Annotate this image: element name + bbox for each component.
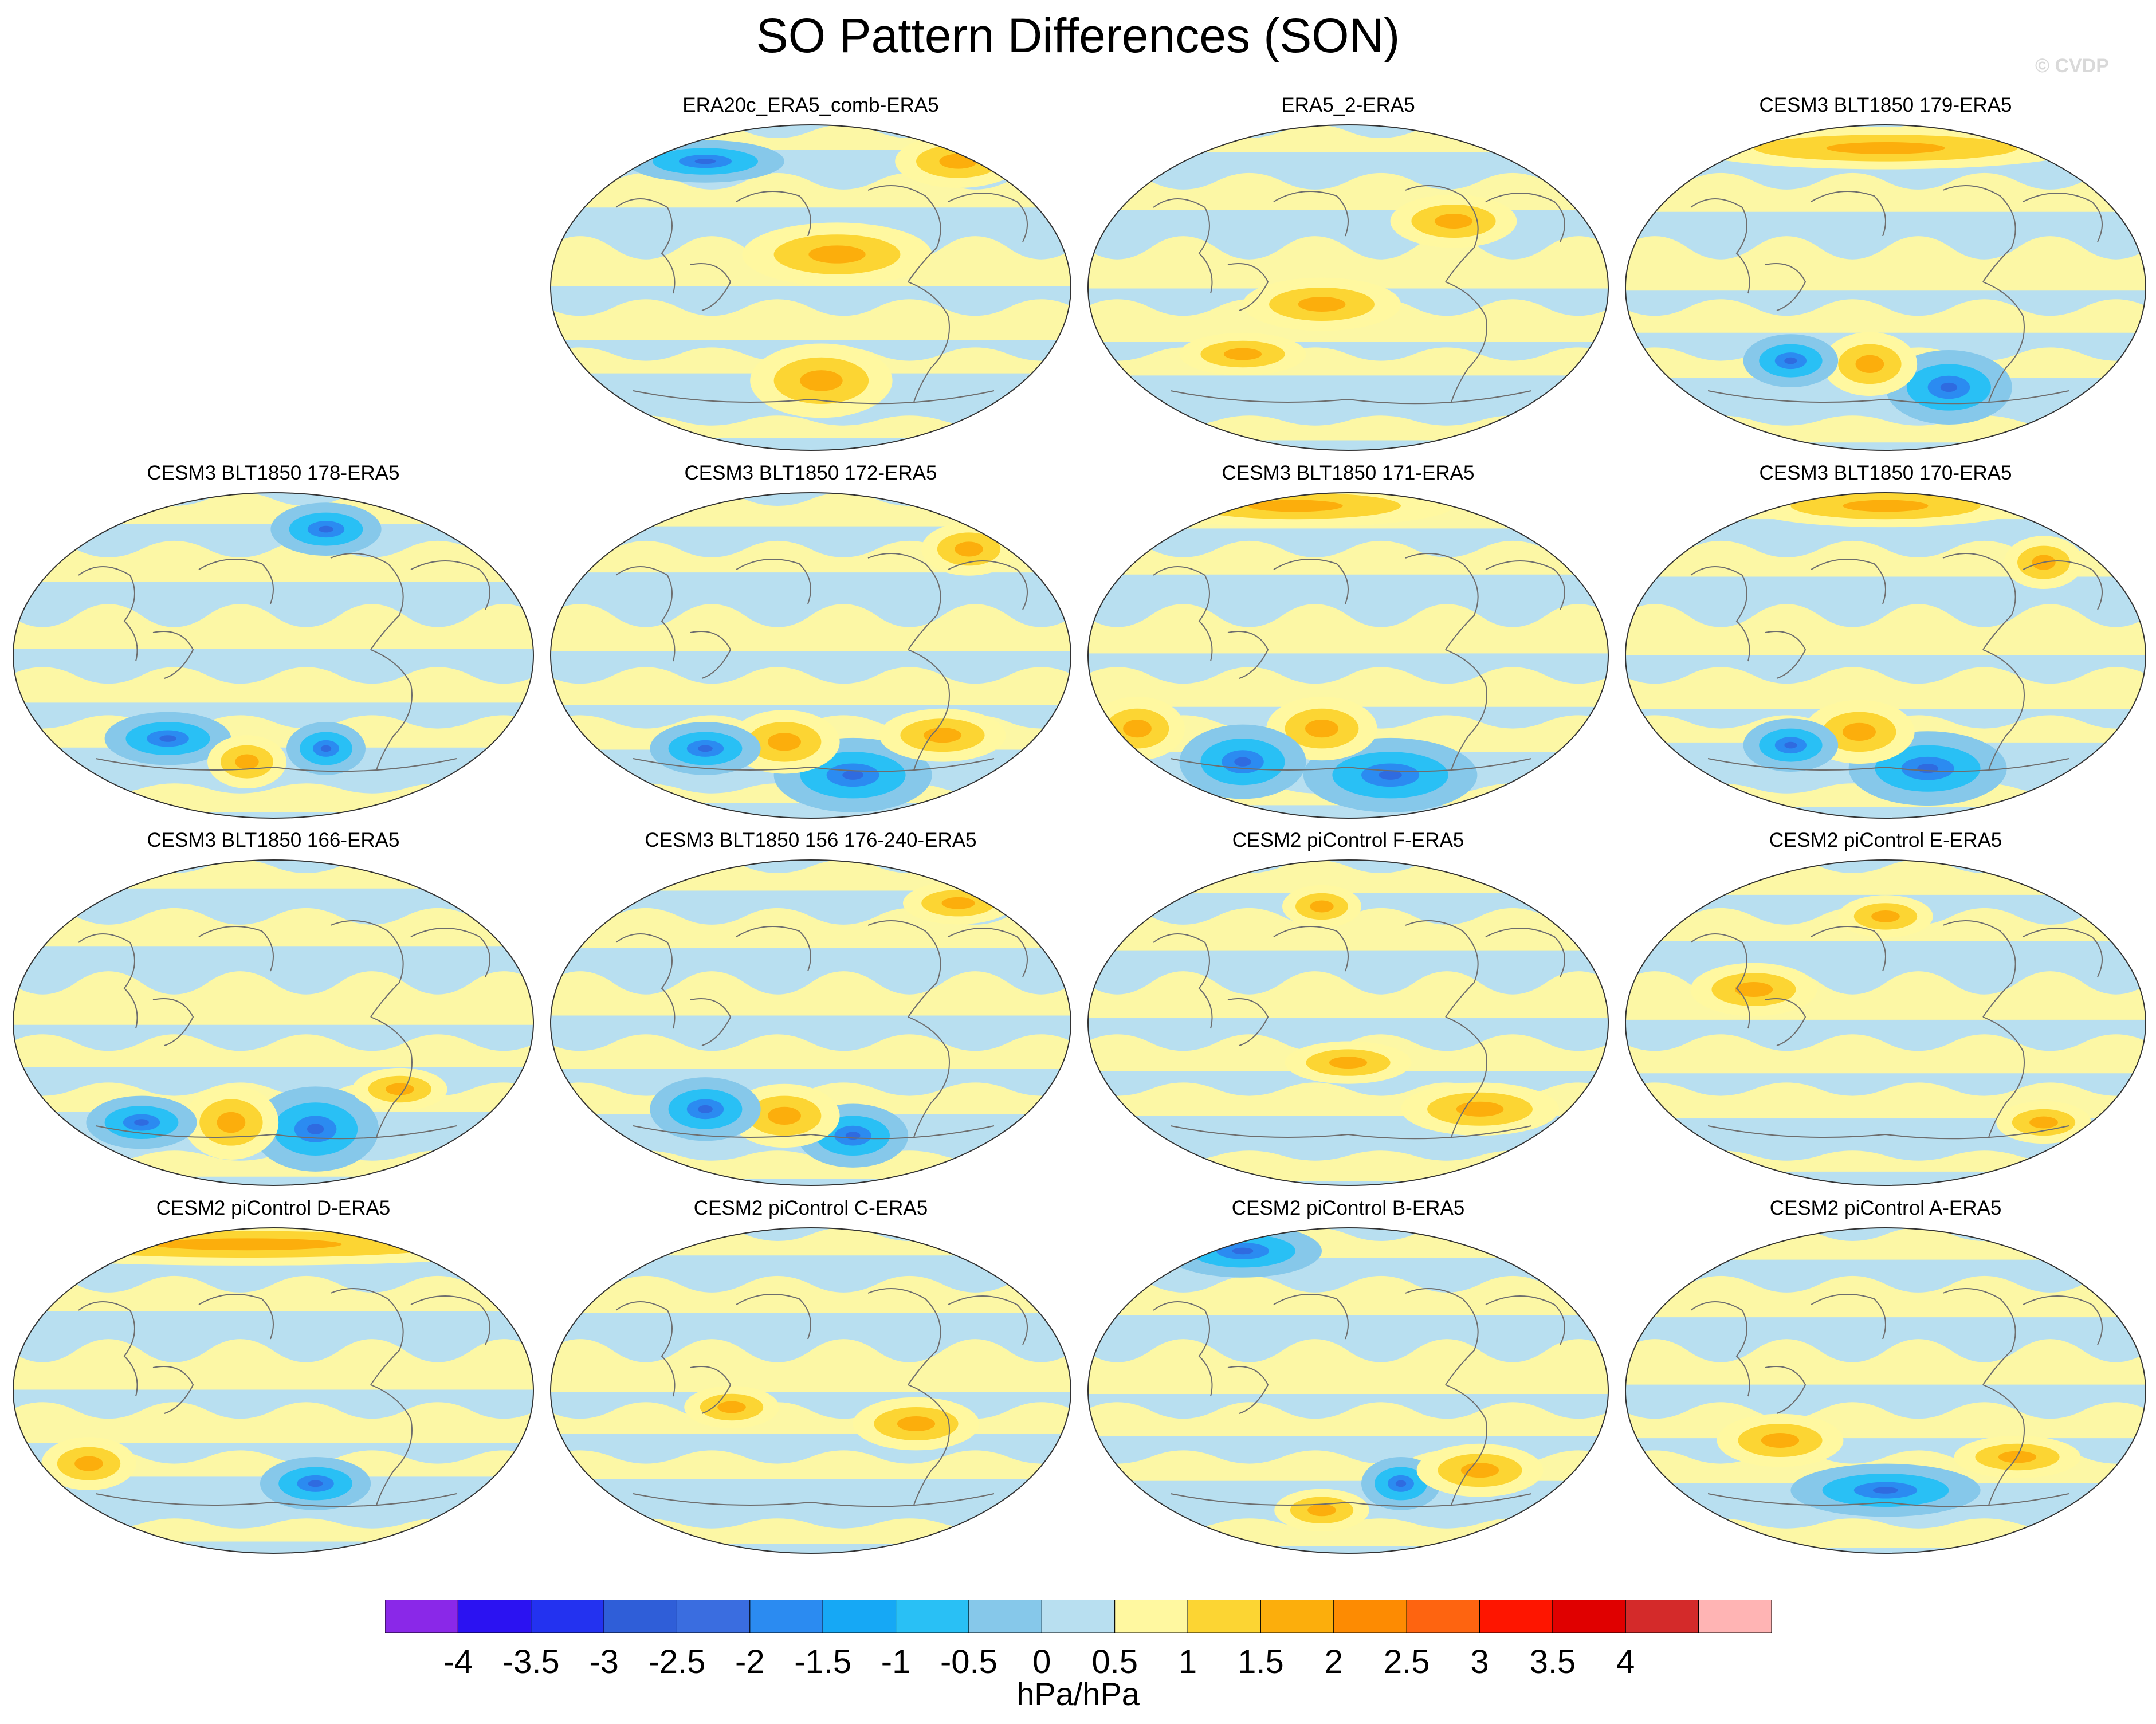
colorbar-tick-label: -4 — [443, 1643, 473, 1680]
robinson-map — [1087, 859, 1609, 1186]
map-panel: ERA5_2-ERA5 — [1085, 93, 1612, 465]
credit-text: © CVDP — [2035, 55, 2109, 77]
robinson-map — [550, 1227, 1071, 1554]
colorbar-box — [1406, 1600, 1480, 1633]
colorbar-tick-label: 1 — [1179, 1643, 1197, 1680]
map-panel: CESM2 piControl D-ERA5 — [10, 1196, 537, 1568]
colorbar-tick-label: 0 — [1032, 1643, 1051, 1680]
colorbar-tick-label: 3.5 — [1530, 1643, 1576, 1680]
colorbar: -4 -3.5 -3 -2.5 -2 -1.5 -1 -0.5 0 0.5 1 1.5 2 2.5 3 3.5… — [385, 1600, 1772, 1680]
colorbar-box — [1698, 1600, 1772, 1633]
colorbar-box — [1187, 1600, 1261, 1633]
colorbar-box — [749, 1600, 823, 1633]
robinson-map — [1625, 1227, 2146, 1554]
colorbar-units-label: hPa/hPa — [1016, 1676, 1140, 1712]
colorbar-box — [603, 1600, 677, 1633]
colorbar-tick-label: 1.5 — [1238, 1643, 1284, 1680]
panel-title: CESM2 piControl B-ERA5 — [1231, 1197, 1465, 1219]
panel-title: CESM2 piControl C-ERA5 — [693, 1197, 928, 1219]
colorbar-tick-label: 2 — [1325, 1643, 1343, 1680]
robinson-map — [1087, 124, 1609, 451]
panel-title: CESM2 piControl A-ERA5 — [1769, 1197, 2002, 1219]
colorbar-tick-label: -3 — [589, 1643, 619, 1680]
map-panel: CESM2 piControl A-ERA5 — [1622, 1196, 2149, 1568]
robinson-map — [550, 859, 1071, 1186]
colorbar-box — [1260, 1600, 1334, 1633]
colorbar-tick-label: 4 — [1616, 1643, 1635, 1680]
colorbar-box — [457, 1600, 532, 1633]
robinson-map — [13, 1227, 534, 1554]
map-panel: CESM3 BLT1850 171-ERA5 — [1085, 461, 1612, 833]
map-panel: CESM2 piControl B-ERA5 — [1085, 1196, 1612, 1568]
colorbar-tick-label: -2.5 — [648, 1643, 705, 1680]
colorbar-box — [1333, 1600, 1407, 1633]
colorbar-box — [1625, 1600, 1699, 1633]
colorbar-tick-label: 0.5 — [1091, 1643, 1138, 1680]
robinson-map — [1625, 492, 2146, 819]
panel-title: CESM2 piControl F-ERA5 — [1232, 829, 1464, 851]
colorbar-box — [1041, 1600, 1116, 1633]
colorbar-box — [968, 1600, 1042, 1633]
colorbar-tick-label: -1 — [881, 1643, 911, 1680]
robinson-map — [1087, 1227, 1609, 1554]
map-panel: CESM3 BLT1850 170-ERA5 — [1622, 461, 2149, 833]
map-panel: CESM2 piControl C-ERA5 — [547, 1196, 1074, 1568]
panel-title: CESM3 BLT1850 170-ERA5 — [1759, 462, 2012, 484]
panel-title: CESM2 piControl D-ERA5 — [156, 1197, 391, 1219]
colorbar-box — [822, 1600, 897, 1633]
panel-title: ERA5_2-ERA5 — [1281, 94, 1415, 116]
robinson-map — [550, 492, 1071, 819]
colorbar-tick-label: -3.5 — [502, 1643, 560, 1680]
colorbar-tick-label: -2 — [735, 1643, 765, 1680]
colorbar-box — [896, 1600, 969, 1633]
panel-title: CESM3 BLT1850 179-ERA5 — [1759, 94, 2012, 116]
map-panel: CESM2 piControl E-ERA5 — [1622, 828, 2149, 1200]
panel-title: CESM3 BLT1850 171-ERA5 — [1222, 462, 1475, 484]
panel-title: ERA20c_ERA5_comb-ERA5 — [682, 94, 939, 116]
panel-title: CESM3 BLT1850 156 176-240-ERA5 — [645, 829, 977, 851]
panel-title: CESM3 BLT1850 178-ERA5 — [147, 462, 400, 484]
robinson-map — [550, 124, 1071, 451]
map-panel: CESM3 BLT1850 178-ERA5 — [10, 461, 537, 833]
robinson-map — [1625, 859, 2146, 1186]
robinson-map — [13, 859, 534, 1186]
colorbar-box — [676, 1600, 751, 1633]
robinson-map — [1625, 124, 2146, 451]
robinson-map — [1087, 492, 1609, 819]
map-panel: ERA20c_ERA5_comb-ERA5 — [547, 93, 1074, 465]
colorbar-box — [385, 1600, 458, 1633]
panel-title: CESM3 BLT1850 166-ERA5 — [147, 829, 400, 851]
map-panel: CESM3 BLT1850 172-ERA5 — [547, 461, 1074, 833]
colorbar-tick-label: 2.5 — [1384, 1643, 1430, 1680]
map-panel: CESM2 piControl F-ERA5 — [1085, 828, 1612, 1200]
colorbar-tick-label: -0.5 — [940, 1643, 998, 1680]
robinson-map — [13, 492, 534, 819]
figure-title: SO Pattern Differences (SON) — [756, 9, 1400, 62]
colorbar-box — [1552, 1600, 1626, 1633]
map-panel: CESM3 BLT1850 179-ERA5 — [1622, 93, 2149, 465]
panel-title: CESM3 BLT1850 172-ERA5 — [684, 462, 937, 484]
map-panel: CESM3 BLT1850 156 176-240-ERA5 — [547, 828, 1074, 1200]
colorbar-box — [1114, 1600, 1188, 1633]
colorbar-box — [1479, 1600, 1553, 1633]
colorbar-tick-label: -1.5 — [794, 1643, 851, 1680]
colorbar-box — [531, 1600, 604, 1633]
map-panel: CESM3 BLT1850 166-ERA5 — [10, 828, 537, 1200]
colorbar-tick-label: 3 — [1470, 1643, 1489, 1680]
panel-title: CESM2 piControl E-ERA5 — [1769, 829, 2002, 851]
